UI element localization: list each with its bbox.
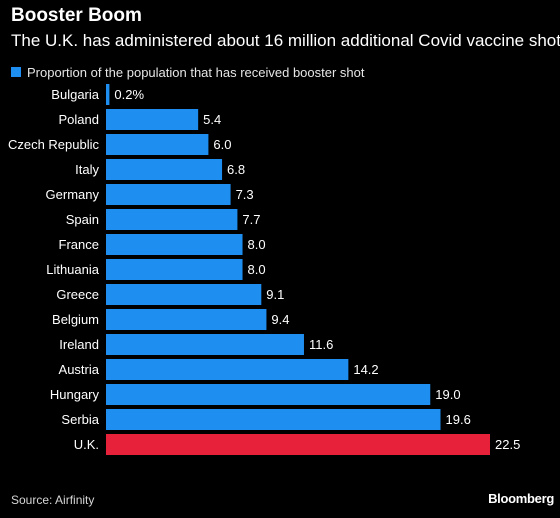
bar-ireland (106, 334, 304, 355)
bar-serbia (106, 409, 441, 430)
category-label-italy: Italy (75, 162, 99, 177)
bar-greece (106, 284, 262, 305)
bar-belgium (106, 309, 267, 330)
category-label-czech-republic: Czech Republic (8, 137, 100, 152)
source-note: Source: Airfinity (11, 493, 95, 507)
brand-logo: Bloomberg (488, 491, 554, 506)
category-label-hungary: Hungary (50, 387, 100, 402)
bar-hungary (106, 384, 431, 405)
chart-title: Booster Boom (11, 5, 142, 26)
legend-swatch (11, 67, 21, 77)
value-label-germany: 7.3 (236, 187, 254, 202)
category-label-ireland: Ireland (59, 337, 99, 352)
category-label-belgium: Belgium (52, 312, 99, 327)
value-label-austria: 14.2 (353, 362, 378, 377)
bar-germany (106, 184, 231, 205)
value-label-ireland: 11.6 (309, 337, 333, 352)
value-label-greece: 9.1 (266, 287, 284, 302)
bar-czech-republic (106, 134, 209, 155)
bar-italy (106, 159, 223, 180)
bar-poland (106, 109, 199, 130)
value-label-italy: 6.8 (227, 162, 245, 177)
value-label-spain: 7.7 (242, 212, 260, 227)
bar-france (106, 234, 243, 255)
category-label-spain: Spain (66, 212, 99, 227)
value-label-bulgaria: 0.2% (114, 87, 144, 102)
value-label-u-k: 22.5 (495, 437, 520, 452)
category-label-france: France (59, 237, 99, 252)
category-label-poland: Poland (59, 112, 99, 127)
value-label-poland: 5.4 (203, 112, 221, 127)
category-label-austria: Austria (59, 362, 100, 377)
bar-austria (106, 359, 349, 380)
value-label-serbia: 19.6 (446, 412, 471, 427)
category-label-u-k: U.K. (74, 437, 99, 452)
value-label-belgium: 9.4 (271, 312, 289, 327)
category-label-greece: Greece (56, 287, 99, 302)
value-label-hungary: 19.0 (435, 387, 460, 402)
legend: Proportion of the population that has re… (11, 63, 365, 81)
legend-label: Proportion of the population that has re… (27, 64, 365, 80)
value-label-czech-republic: 6.0 (213, 137, 231, 152)
bar-spain (106, 209, 238, 230)
bar-u-k (106, 434, 490, 455)
category-label-lithuania: Lithuania (46, 262, 100, 277)
category-label-serbia: Serbia (61, 412, 99, 427)
chart-subtitle: The U.K. has administered about 16 milli… (11, 31, 560, 50)
value-label-lithuania: 8.0 (248, 262, 266, 277)
category-label-bulgaria: Bulgaria (51, 87, 99, 102)
value-label-france: 8.0 (248, 237, 266, 252)
bar-lithuania (106, 259, 243, 280)
bar-bulgaria (106, 84, 110, 105)
category-label-germany: Germany (46, 187, 100, 202)
